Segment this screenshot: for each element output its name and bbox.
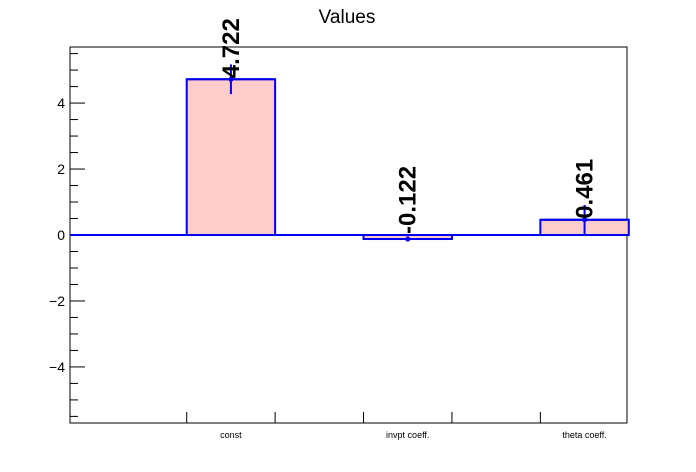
y-tick-label: −2 — [49, 293, 65, 309]
x-axis: const invpt coeff. theta coeff. — [186, 412, 607, 440]
y-tick-label: 0 — [57, 227, 65, 243]
data-label: 0.461 — [572, 159, 599, 219]
bar — [185, 78, 277, 237]
data-labels: 4.722 -0.122 0.461 — [218, 18, 599, 234]
y-tick-label: −4 — [49, 359, 65, 375]
data-label: -0.122 — [395, 166, 422, 234]
error-bars — [186, 64, 629, 242]
y-tick-label: 4 — [57, 95, 65, 111]
error-marker — [405, 237, 410, 242]
x-category-label: invpt coeff. — [386, 430, 429, 440]
y-axis: −4 −2 0 2 4 — [49, 53, 85, 417]
chart-title: Values — [319, 7, 376, 28]
data-label: 4.722 — [218, 18, 245, 78]
x-category-label: theta coeff. — [562, 430, 606, 440]
error-marker — [228, 77, 233, 82]
x-category-label: const — [220, 430, 242, 440]
error-marker — [582, 217, 587, 222]
y-tick-label: 2 — [57, 161, 65, 177]
bars — [185, 78, 630, 241]
